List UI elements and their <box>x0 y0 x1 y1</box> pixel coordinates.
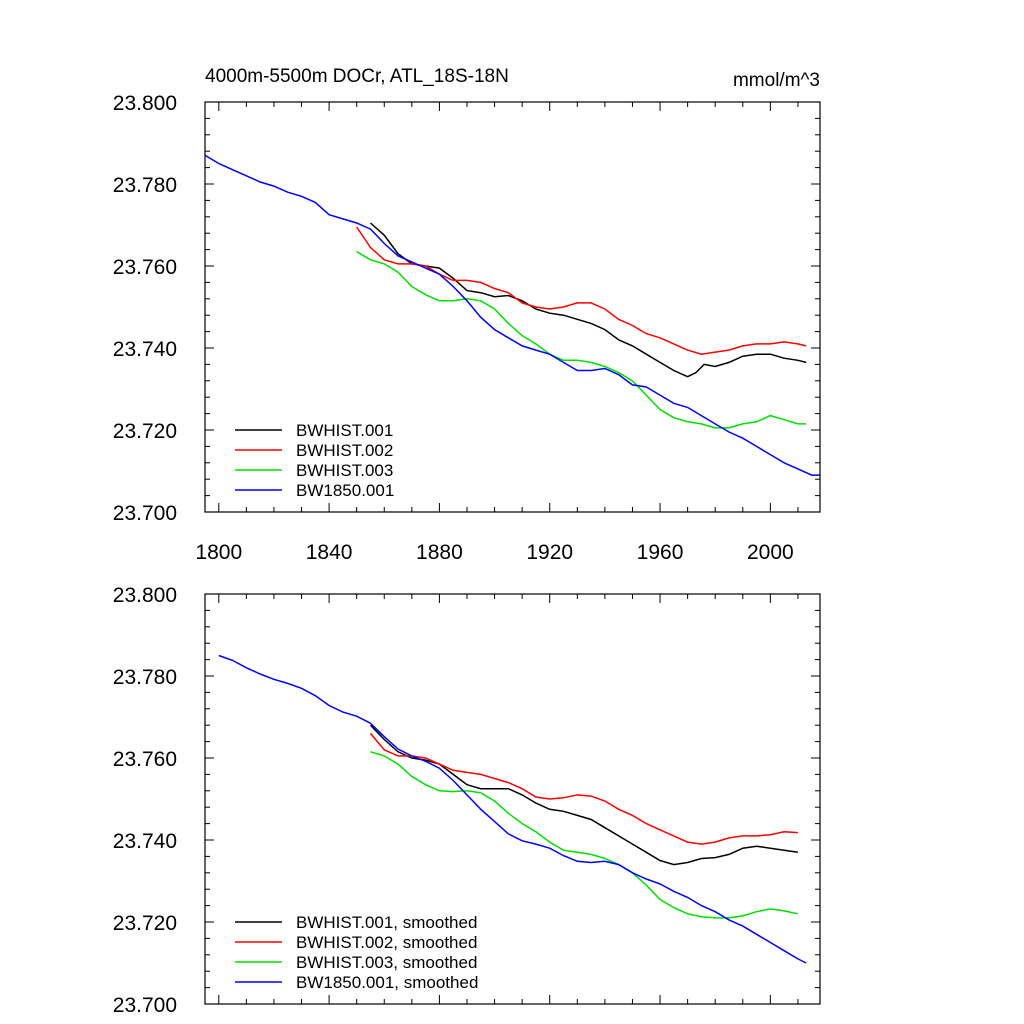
series-line-2 <box>370 751 799 919</box>
y-tick-label: 23.700 <box>113 994 177 1017</box>
series-line-1 <box>369 732 798 845</box>
series-line-3 <box>205 154 820 476</box>
plot-frame <box>204 101 821 513</box>
series-line-2 <box>356 250 807 429</box>
series-line-1 <box>356 226 807 355</box>
y-tick-label: 23.760 <box>113 748 177 771</box>
legend-label: BWHIST.001 <box>296 421 393 440</box>
series-line-0 <box>370 222 807 378</box>
plot-frame <box>204 593 821 1005</box>
y-tick-label: 23.740 <box>113 830 177 853</box>
bottom-chart: 23.800 23.780 23.760 23.740 23.720 23.700 BWH… <box>113 584 821 1017</box>
x-tick-label: 1920 <box>526 541 573 564</box>
y-tick-label: 23.800 <box>113 92 177 115</box>
y-tick-label: 23.700 <box>113 502 177 525</box>
legend-label: BWHIST.001, smoothed <box>296 913 477 932</box>
series-line-3 <box>218 654 807 964</box>
y-axis: 23.800 23.780 23.760 23.740 23.720 23.700 <box>113 584 820 1017</box>
y-tick-label: 23.780 <box>113 174 177 197</box>
x-tick-label: 1840 <box>306 541 353 564</box>
legend-label: BWHIST.002, smoothed <box>296 933 477 952</box>
legend-label: BW1850.001 <box>296 481 394 500</box>
x-tick-label: 1800 <box>195 541 242 564</box>
chart-title: 4000m-5500m DOCr, ATL_18S-18N <box>205 66 509 87</box>
y-axis: 23.800 23.780 23.760 23.740 23.720 23.700 <box>113 92 820 525</box>
legend-label: BW1850.001, smoothed <box>296 973 478 992</box>
legend-label: BWHIST.003 <box>296 461 393 480</box>
legend-label: BWHIST.003, smoothed <box>296 953 477 972</box>
y-tick-label: 23.780 <box>113 666 177 689</box>
y-tick-label: 23.760 <box>113 256 177 279</box>
units-label: mmol/m^3 <box>733 70 820 91</box>
x-tick-label: 1880 <box>416 541 463 564</box>
y-tick-label: 23.800 <box>113 584 177 607</box>
x-tick-label: 1960 <box>637 541 684 564</box>
top-chart: 4000m-5500m DOCr, ATL_18S-18N mmol/m^3 2… <box>113 66 821 564</box>
series-lines <box>205 154 820 476</box>
x-tick-label: 2000 <box>747 541 794 564</box>
x-axis: 1800 1840 1880 1920 1960 2000 <box>195 102 799 564</box>
y-tick-label: 23.740 <box>113 338 177 361</box>
y-tick-label: 23.720 <box>113 420 177 443</box>
x-axis <box>218 594 799 1004</box>
y-tick-label: 23.720 <box>113 912 177 935</box>
series-lines <box>218 654 807 964</box>
legend-label: BWHIST.002 <box>296 441 393 460</box>
